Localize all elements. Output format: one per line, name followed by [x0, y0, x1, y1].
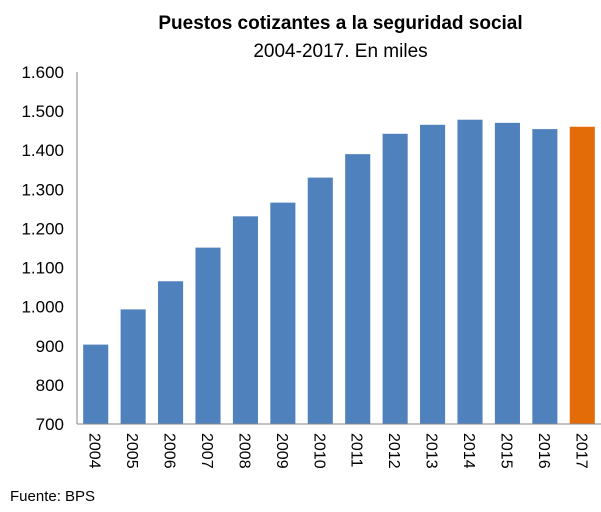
y-tick-label: 1.600 — [21, 63, 64, 82]
bar-2004 — [83, 344, 109, 424]
x-tick-label: 2008 — [235, 433, 252, 469]
x-tick-label: 2015 — [497, 433, 514, 469]
x-tick-label: 2006 — [161, 433, 178, 469]
bar-2015 — [494, 122, 520, 424]
x-tick-label: 2016 — [535, 433, 552, 469]
bar-2014 — [457, 119, 483, 425]
bar-2011 — [345, 154, 371, 424]
bar-2017 — [569, 126, 595, 424]
y-tick-label: 1.200 — [21, 219, 64, 238]
y-tick-label: 1.100 — [21, 259, 64, 278]
y-tick-label: 1.400 — [21, 141, 64, 160]
x-tick-label: 2013 — [423, 433, 440, 469]
y-tick-label: 800 — [36, 376, 64, 395]
chart-subtitle: 2004-2017. En miles — [253, 41, 428, 62]
bar-2012 — [382, 133, 408, 424]
bar-2010 — [307, 177, 333, 424]
x-axis-ticks: 2004 2005 2006 2007 2008 2009 2010 2011 2012 2013… — [86, 433, 590, 469]
x-tick-label: 2007 — [198, 433, 215, 469]
x-tick-label: 2017 — [572, 433, 589, 469]
bar-2013 — [420, 124, 446, 425]
bar-2009 — [270, 202, 296, 424]
x-tick-label: 2011 — [348, 433, 365, 468]
x-tick-label: 2009 — [273, 433, 290, 469]
bars — [83, 119, 595, 425]
y-tick-label: 1.000 — [21, 298, 64, 317]
bar-2008 — [232, 216, 258, 424]
bar-2005 — [120, 309, 146, 424]
x-tick-label: 2005 — [123, 433, 140, 469]
bar-2007 — [195, 247, 221, 424]
bar-2006 — [158, 281, 184, 424]
x-tick-label: 2014 — [460, 433, 477, 469]
y-tick-label: 1.500 — [21, 102, 64, 121]
chart-title: Puestos cotizantes a la seguridad social — [158, 13, 523, 34]
y-tick-label: 1.300 — [21, 180, 64, 199]
y-tick-label: 700 — [36, 415, 64, 434]
source-note: Fuente: BPS — [10, 488, 96, 505]
y-axis-ticks: 700 800 900 1.000 1.100 1.200 1.300 1.400 1.500 1… — [21, 63, 64, 434]
x-tick-label: 2010 — [310, 433, 327, 469]
bar-2016 — [532, 129, 558, 424]
axes — [76, 72, 601, 425]
x-tick-label: 2004 — [86, 433, 103, 469]
y-tick-label: 900 — [36, 337, 64, 356]
x-tick-label: 2012 — [385, 433, 402, 469]
